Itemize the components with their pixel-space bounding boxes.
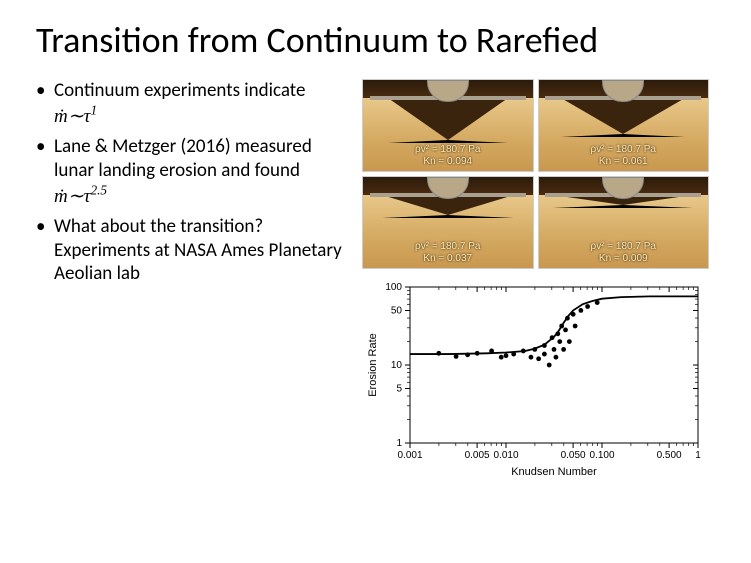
figures-column: ρv² = 180.7 PaKn = 0.094 ρv² = 180.7 PaKn…	[362, 79, 715, 479]
svg-text:0.005: 0.005	[465, 450, 490, 461]
photo-caption: ρv² = 180.7 PaKn = 0.061	[545, 144, 703, 167]
bullet-list: Continuum experiments indicate ṁ∼τ1 Lane …	[36, 79, 346, 479]
experiment-photo: ρv² = 180.7 PaKn = 0.061	[538, 79, 710, 172]
bullet-item: What about the transition? Experiments a…	[36, 215, 346, 286]
experiment-photo: ρv² = 180.7 PaKn = 0.094	[362, 79, 534, 172]
photo-caption: ρv² = 180.7 PaKn = 0.009	[545, 241, 703, 264]
svg-text:0.500: 0.500	[657, 450, 682, 461]
experiment-photo: ρv² = 180.7 PaKn = 0.037	[362, 176, 534, 269]
svg-text:5: 5	[396, 384, 402, 395]
svg-text:100: 100	[385, 282, 402, 293]
svg-text:1: 1	[396, 438, 402, 449]
bullet-text: Lane & Metzger (2016) measured lunar lan…	[54, 135, 312, 182]
bullet-item: Lane & Metzger (2016) measured lunar lan…	[36, 135, 346, 209]
svg-text:0.050: 0.050	[561, 450, 586, 461]
slide: Transition from Continuum to Rarefied Co…	[0, 0, 751, 563]
photo-caption: ρv² = 180.7 PaKn = 0.037	[369, 241, 527, 264]
svg-text:0.010: 0.010	[493, 450, 518, 461]
erosion-rate-chart: 0.001 0.0050.010 0.0500.100 0.500 1 1 5 10 50 100…	[362, 279, 709, 479]
photo-caption: ρv² = 180.7 PaKn = 0.094	[369, 144, 527, 167]
experiment-photo-grid: ρv² = 180.7 PaKn = 0.094 ρv² = 180.7 PaKn…	[362, 79, 709, 269]
svg-text:0.100: 0.100	[589, 450, 614, 461]
experiment-photo: ρv² = 180.7 PaKn = 0.009	[538, 176, 710, 269]
bullet-exponent: 1	[90, 103, 97, 118]
svg-text:10: 10	[391, 360, 403, 371]
svg-text:Knudsen Number: Knudsen Number	[511, 466, 597, 478]
svg-text:1: 1	[695, 450, 701, 461]
content-row: Continuum experiments indicate ṁ∼τ1 Lane …	[36, 79, 715, 479]
svg-text:0.001: 0.001	[397, 450, 422, 461]
bullet-equation: ṁ∼τ2.5	[54, 186, 107, 207]
bullet-equation: ṁ∼τ1	[54, 106, 97, 127]
svg-text:Erosion Rate: Erosion Rate	[367, 334, 379, 398]
bullet-exponent: 2.5	[90, 183, 107, 198]
slide-title: Transition from Continuum to Rarefied	[36, 20, 715, 61]
bullet-text: What about the transition? Experiments a…	[54, 215, 342, 286]
svg-text:50: 50	[391, 306, 403, 317]
bullet-text: Continuum experiments indicate	[54, 79, 305, 102]
bullet-item: Continuum experiments indicate ṁ∼τ1	[36, 79, 346, 129]
